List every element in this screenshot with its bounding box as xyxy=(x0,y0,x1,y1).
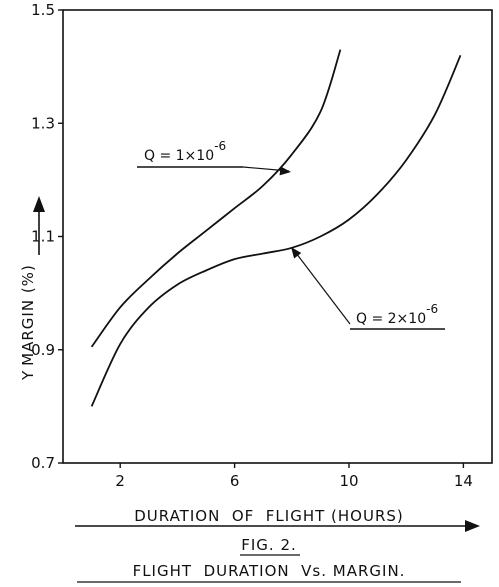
annotation-q1-exp: -6 xyxy=(214,139,226,153)
x-tick-label: 14 xyxy=(454,472,473,490)
annotation-q2-base: Q = 2×10 xyxy=(356,311,426,327)
annotation-q2: Q = 2×10-6 xyxy=(292,248,445,330)
plot-frame xyxy=(62,9,493,464)
annotation-q1-base: Q = 1×10 xyxy=(144,148,214,164)
x-tick-label: 10 xyxy=(339,472,358,490)
y-axis-title: MARGIN (%) xyxy=(19,264,37,366)
y-axis-ticks: 0.7 0.9 1.1 1.3 1.5 xyxy=(31,1,63,472)
x-tick-label: 2 xyxy=(115,472,125,490)
annotation-q1-label: Q = 1×10-6 xyxy=(144,139,226,164)
x-axis-ticks: 2 6 10 14 xyxy=(115,463,473,490)
y-tick-label: 0.9 xyxy=(31,341,55,359)
annotation-q1: Q = 1×10-6 xyxy=(137,139,290,172)
annotation-q2-label: Q = 2×10-6 xyxy=(356,302,438,327)
annotation-q2-leader xyxy=(292,248,351,325)
chart-title: FLIGHT DURATION Vs. MARGIN. xyxy=(133,562,406,580)
y-axis-label-text: Y MARGIN (%) xyxy=(19,264,37,381)
x-tick-label: 6 xyxy=(230,472,240,490)
x-axis-arrow-head xyxy=(465,520,480,532)
y-axis-label: Y MARGIN (%) xyxy=(19,196,45,381)
figure-number: FIG. 2. xyxy=(241,536,297,554)
x-axis-label-text: DURATION OF FLIGHT (HOURS) xyxy=(134,507,404,525)
y-axis-arrow-head xyxy=(33,196,45,212)
y-axis-symbol: Y xyxy=(19,370,37,381)
series-line-2 xyxy=(90,54,462,407)
series-line-1 xyxy=(90,49,342,348)
y-tick-label: 1.1 xyxy=(31,228,55,246)
y-tick-label: 1.5 xyxy=(31,1,55,19)
annotation-q2-exp: -6 xyxy=(426,302,438,316)
x-axis-label: DURATION OF FLIGHT (HOURS) xyxy=(75,507,480,532)
y-tick-label: 0.7 xyxy=(31,454,55,472)
annotation-q1-leader xyxy=(242,166,290,172)
series-group xyxy=(90,49,462,407)
figure-caption: FIG. 2. FLIGHT DURATION Vs. MARGIN. xyxy=(77,536,461,583)
y-tick-label: 1.3 xyxy=(31,114,55,132)
